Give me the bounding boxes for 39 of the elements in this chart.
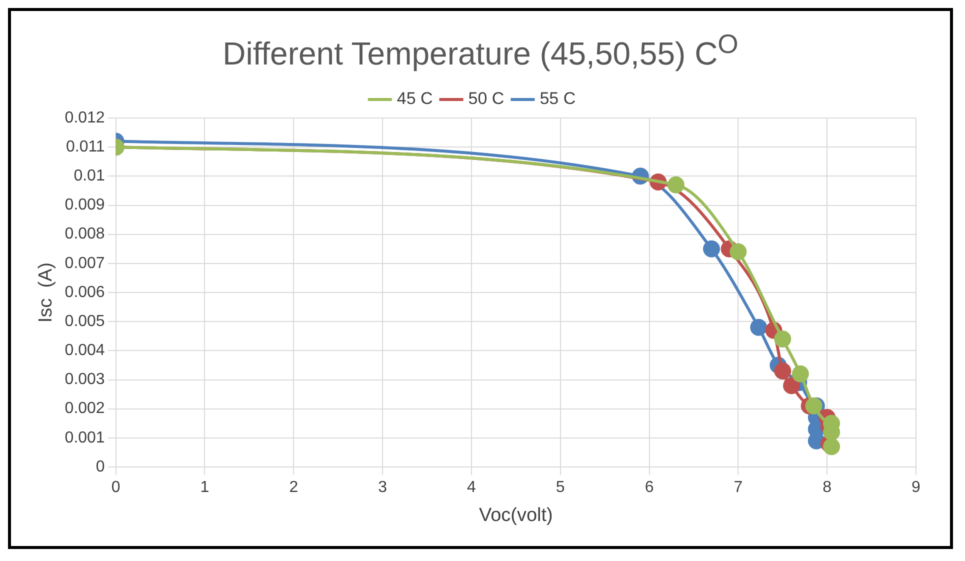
y-tick-label: 0.009 — [64, 196, 105, 214]
x-tick-label: 2 — [289, 478, 298, 496]
y-tick-label: 0.004 — [64, 342, 105, 359]
y-tick-label: 0.01 — [74, 167, 105, 184]
y-tick-label: 0.002 — [64, 400, 105, 417]
x-tick-label: 4 — [467, 478, 476, 496]
point — [703, 240, 720, 258]
point — [750, 318, 768, 336]
x-tick-label: 1 — [200, 478, 210, 496]
x-axis-title: Voc(volt) — [478, 504, 553, 526]
point — [774, 330, 792, 348]
y-tick-label: 0.007 — [64, 254, 105, 272]
point — [774, 362, 792, 380]
y-tick-label: 0.008 — [64, 225, 105, 242]
x-tick-label: 7 — [734, 478, 743, 496]
point — [783, 376, 800, 394]
legend-label: 45 C — [396, 88, 433, 108]
x-tick-label: 5 — [556, 478, 565, 496]
y-tick-label: 0.005 — [64, 312, 105, 330]
x-tick-label: 0 — [111, 478, 120, 496]
chart-title: Different Temperature (45,50,55) C$^{O}$ — [222, 29, 740, 73]
point — [730, 242, 747, 260]
x-tick-label: 9 — [912, 478, 921, 496]
point — [792, 365, 809, 382]
x-tick-label: 6 — [644, 478, 654, 496]
y-tick-label: 0.003 — [64, 370, 105, 388]
y-tick-label: 0.006 — [64, 284, 105, 301]
legend-label: 50 C — [468, 88, 504, 108]
x-tick-label: 3 — [378, 478, 388, 496]
point — [667, 176, 684, 194]
y-tick-label: 0.001 — [64, 428, 105, 446]
y-tick-label: 0.011 — [66, 138, 105, 156]
x-tick-label: 8 — [822, 478, 832, 496]
point — [805, 397, 822, 414]
y-tick-label: 0 — [96, 458, 105, 476]
legend-label: 55 C — [540, 88, 576, 108]
point — [823, 438, 840, 455]
y-tick-label: 0.012 — [64, 109, 105, 126]
y-axis-title: Isc (A) — [36, 262, 57, 322]
